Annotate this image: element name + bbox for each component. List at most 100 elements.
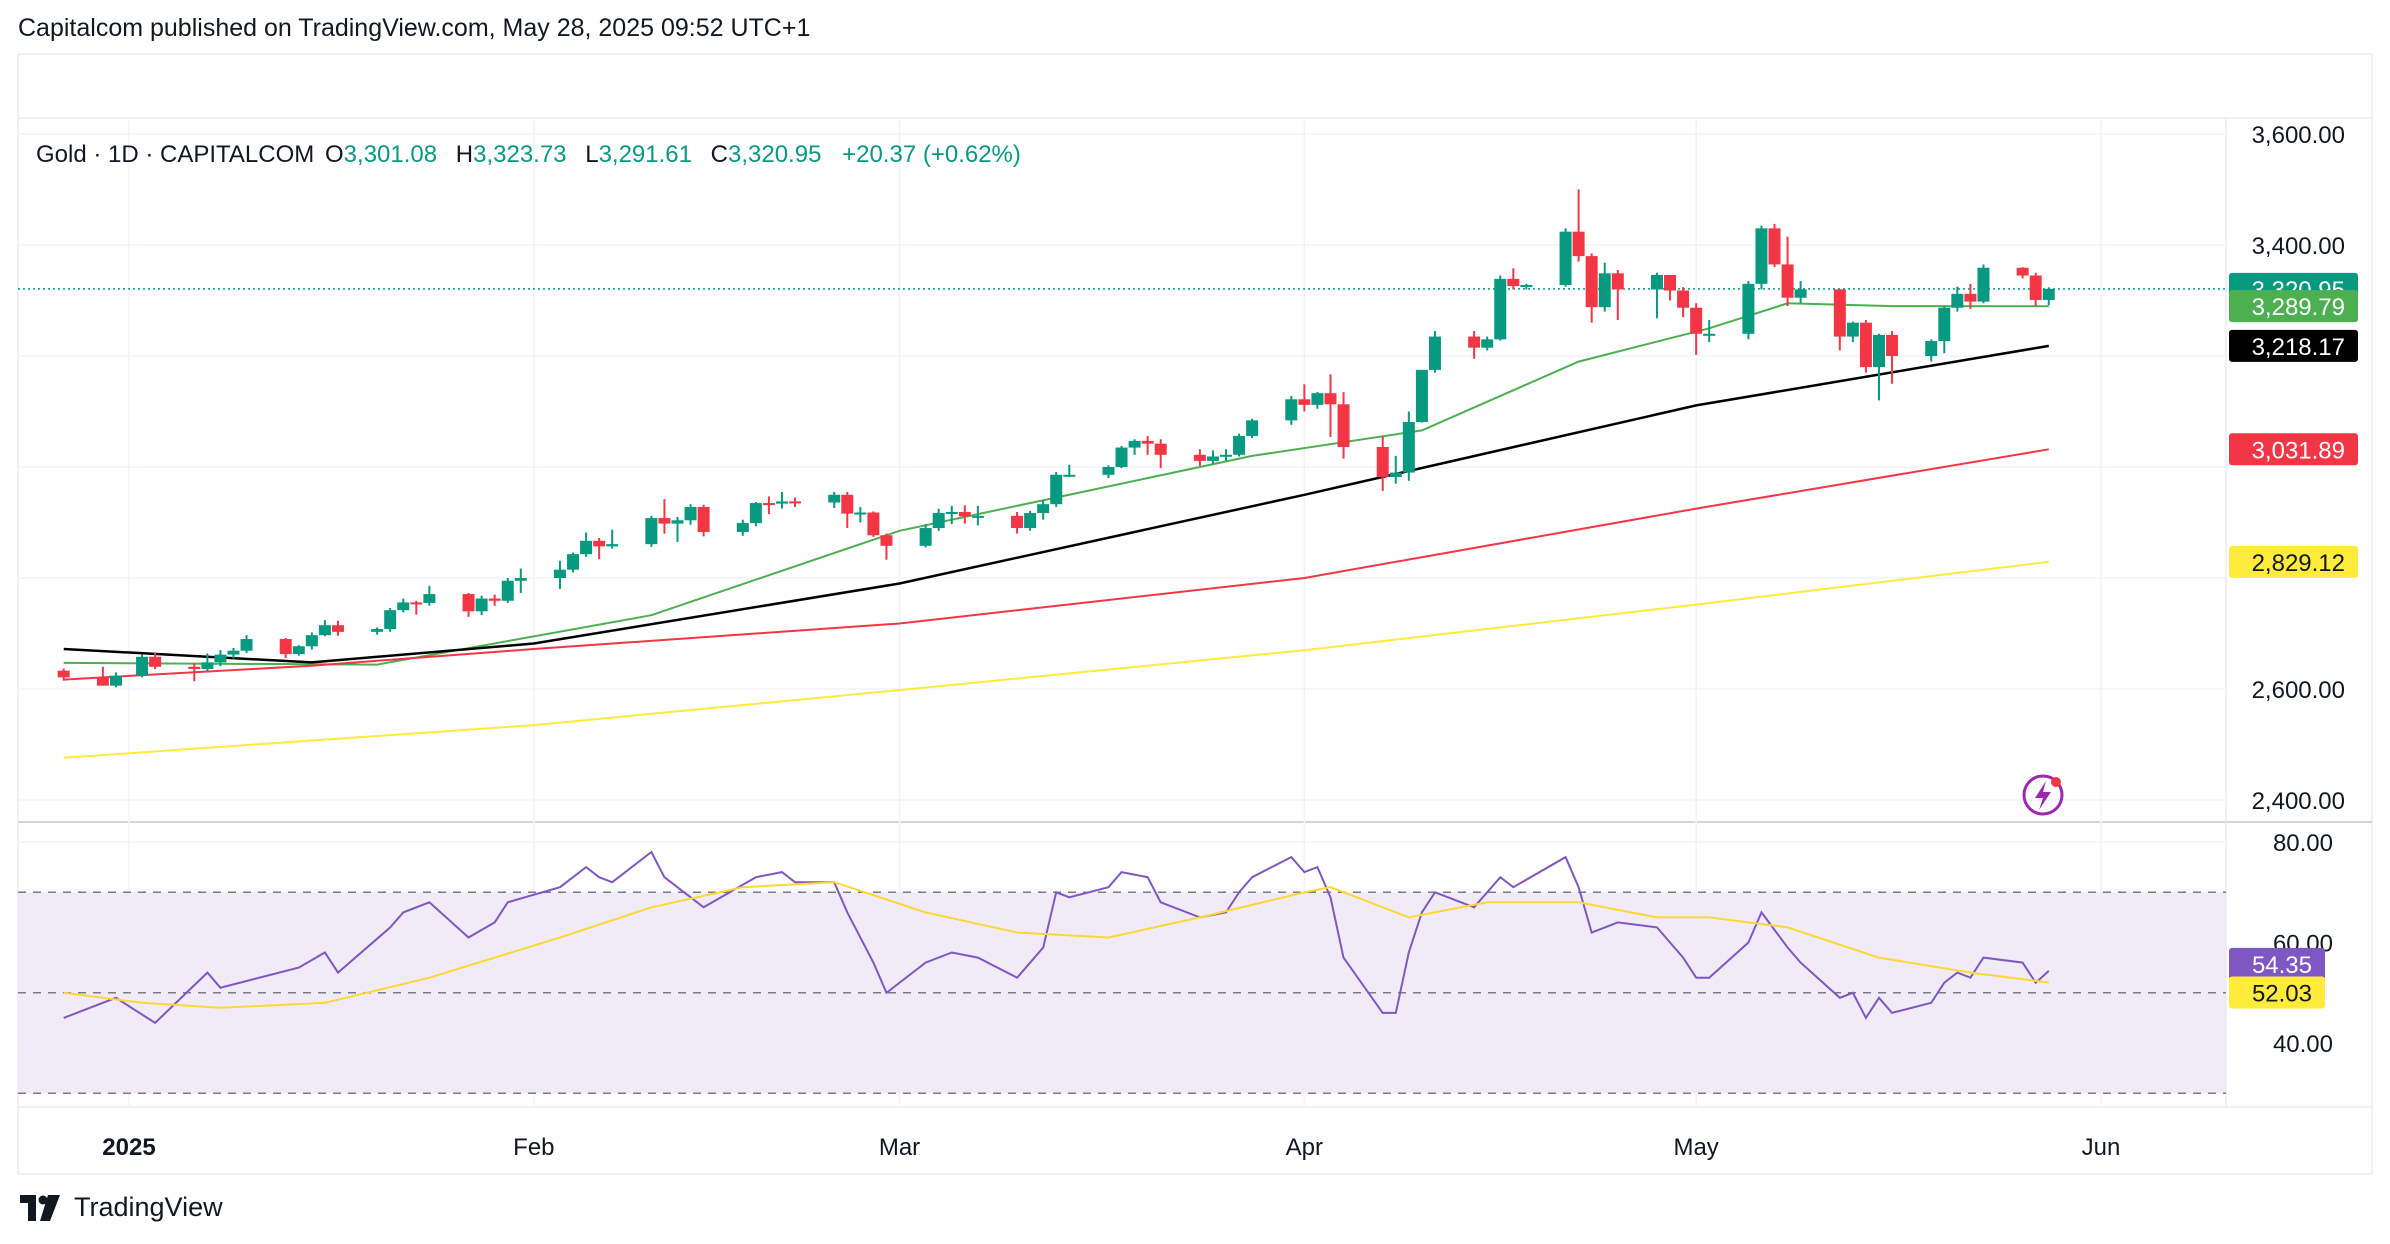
rsi-badge: 52.03 [2229, 976, 2325, 1009]
candle-body [1520, 284, 1533, 287]
legend-symbol: Gold · 1D · CAPITALCOM [36, 141, 314, 168]
candle [1337, 392, 1350, 459]
candle-body [1063, 474, 1076, 477]
candle-body [136, 656, 149, 676]
candle [1376, 436, 1389, 491]
candle [1402, 411, 1415, 481]
candle [214, 650, 227, 667]
candle-body [1977, 267, 1990, 302]
price-badge: 3,218.17 [2229, 329, 2358, 362]
candle [384, 607, 397, 632]
candle [671, 516, 684, 542]
candle [1755, 225, 1768, 290]
candle [292, 645, 305, 656]
candle [1598, 262, 1611, 312]
rsi-badge-text: 54.35 [2252, 952, 2312, 979]
candle-body [1938, 307, 1951, 342]
candle [736, 519, 749, 536]
tradingview-logo-icon [20, 1194, 60, 1221]
candle [1664, 274, 1677, 301]
candle [1794, 281, 1807, 304]
candle [1572, 189, 1585, 262]
candle-body [553, 569, 566, 578]
candle [1886, 331, 1899, 384]
candle-body [214, 654, 227, 663]
candle-body [867, 512, 880, 536]
candle-body [684, 506, 697, 521]
price-badge-bg [2229, 545, 2358, 578]
candle-body [331, 625, 344, 632]
candle [371, 627, 384, 635]
candle-body [1324, 393, 1337, 405]
candle [501, 578, 514, 603]
candle [462, 592, 475, 617]
candle-body [1246, 420, 1259, 436]
candle-body [775, 501, 788, 504]
legend-open-label: O [325, 141, 344, 168]
candle [1690, 303, 1703, 355]
candle [1846, 321, 1859, 343]
candle [789, 497, 802, 507]
candle [305, 632, 318, 650]
price-badge-bg [2229, 433, 2358, 466]
candle-body [1389, 472, 1402, 477]
candle [475, 595, 488, 616]
price-badge-bg [2229, 329, 2358, 362]
candle-body [1154, 443, 1167, 455]
candle [1964, 283, 1977, 309]
candle-body [462, 594, 475, 612]
candle-body [2029, 275, 2042, 300]
candle [567, 552, 580, 573]
footer-brand-text: TradingView [74, 1192, 223, 1222]
x-tick-label: Feb [513, 1134, 554, 1161]
candle-body [1572, 231, 1585, 257]
candle-body [488, 598, 501, 601]
candle-body [384, 610, 397, 630]
candle-body [371, 629, 384, 632]
price-tick-label: 3,600.00 [2252, 122, 2345, 149]
rsi-tick-label: 80.00 [2273, 830, 2333, 857]
candle [149, 652, 162, 670]
footer-brand[interactable]: TradingView [20, 1192, 223, 1223]
candle [2016, 267, 2029, 279]
candle-body [1206, 456, 1219, 461]
candle [1285, 395, 1298, 425]
price-badge-text: 2,829.12 [2252, 550, 2345, 577]
candle-body [475, 598, 488, 612]
rsi-band [18, 891, 2226, 1094]
candle [1468, 331, 1481, 359]
candle [1585, 253, 1598, 323]
candle-body [1677, 290, 1690, 308]
candle [1507, 268, 1520, 290]
candle-body [697, 506, 710, 532]
candle [932, 508, 945, 531]
candle-body [279, 639, 292, 655]
sma-100-line [63, 448, 2049, 681]
candle [410, 600, 423, 615]
candle [841, 491, 854, 529]
candle [1977, 264, 1990, 304]
candle-body [1507, 278, 1520, 287]
legend-close-value: 3,320.95 [728, 141, 821, 168]
candle-body [1585, 256, 1598, 308]
candle-body [514, 578, 527, 581]
price-tick-label: 2,400.00 [2252, 788, 2345, 815]
candle [854, 506, 867, 523]
candle [1233, 433, 1246, 457]
candle-body [1494, 278, 1507, 340]
candle-body [971, 515, 984, 518]
candle [514, 568, 527, 593]
candle-body [240, 639, 253, 651]
candle-body [501, 580, 514, 601]
candle [1037, 500, 1050, 520]
candle-body [1233, 435, 1246, 455]
price-badge-text: 3,289.79 [2252, 294, 2345, 321]
rsi-badge-bg [2229, 947, 2325, 980]
candle-body [1220, 454, 1233, 457]
candle-body [1402, 422, 1415, 473]
candle [57, 668, 70, 681]
candle [1389, 455, 1402, 484]
lightning-icon[interactable] [2022, 774, 2064, 816]
price-badge: 3,289.79 [2229, 290, 2358, 323]
